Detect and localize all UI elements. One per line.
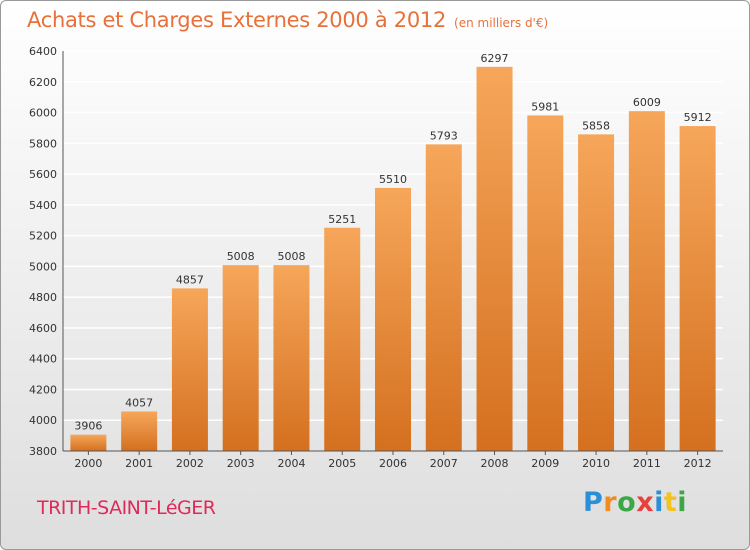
y-tick-label: 4200 [29,383,57,396]
bar-2011 [628,111,665,452]
x-tick-label-2002: 2002 [176,457,204,470]
x-tick-label-2009: 2009 [531,457,559,470]
place-name: TRITH-SAINT-LéGER [37,497,216,519]
logo-letter: r [603,487,618,518]
bar-2012 [679,126,716,452]
x-tick-label-2007: 2007 [430,457,458,470]
bar-2007 [425,144,462,451]
logo-letter: t [663,487,678,518]
x-tick-label-2012: 2012 [684,457,712,470]
chart-subtitle: (en milliers d'€) [454,16,549,30]
bar-2003 [222,265,259,451]
logo-letter: x [636,487,655,518]
value-label-2010: 5858 [582,119,610,132]
y-tick-label: 6400 [29,45,57,58]
axes: 3800 4000 4200 4400 4600 4800 5000 5200 5400 5600… [29,45,723,470]
value-label-2006: 5510 [379,173,407,186]
bar-2009 [527,115,564,451]
bar-2001 [121,411,158,451]
bar-2010 [578,134,615,451]
y-tick-label: 6000 [29,107,57,120]
bar-2005 [324,227,361,451]
value-label-2008: 6297 [481,52,509,65]
x-tick-label-2001: 2001 [125,457,153,470]
x-tick-label-2003: 2003 [227,457,255,470]
bar-2008 [476,66,513,451]
logo-letter: o [617,487,637,518]
value-label-2009: 5981 [531,100,559,113]
value-label-2003: 5008 [227,250,255,263]
chart-title-text: Achats et Charges Externes 2000 à 2012 [27,8,447,32]
bar-2000 [70,434,107,451]
value-label-2005: 5251 [328,213,356,226]
bars: 3906 4057 4857 5008 5008 5251 5510 5793 6297 5981… [70,52,716,452]
value-label-2002: 4857 [176,273,204,286]
logo-letter: P [583,487,604,518]
value-label-2001: 4057 [125,396,153,409]
y-tick-label: 6200 [29,76,57,89]
y-tick-label: 5000 [29,260,57,273]
value-label-2007: 5793 [430,129,458,142]
bar-2006 [375,187,411,451]
proxiti-logo[interactable]: Proxiti [583,487,687,518]
x-tick-label-2011: 2011 [633,457,661,470]
chart-title: Achats et Charges Externes 2000 à 2012 (e… [27,8,548,32]
x-tick-label-2010: 2010 [582,457,610,470]
y-tick-label: 5600 [29,168,57,181]
value-label-2004: 5008 [277,250,305,263]
x-tick-label-2006: 2006 [379,457,407,470]
y-tick-label: 5200 [29,230,57,243]
value-label-2011: 6009 [633,96,661,109]
y-tick-label: 4000 [29,414,57,427]
value-label-2012: 5912 [684,111,712,124]
logo-letter: i [654,487,664,518]
bar-2004 [273,265,310,451]
y-tick-label: 4600 [29,322,57,335]
x-tick-label-2008: 2008 [481,457,509,470]
value-label-2000: 3906 [74,420,102,433]
y-tick-label: 4400 [29,353,57,366]
x-tick-label-2000: 2000 [74,457,102,470]
x-tick-label-2005: 2005 [328,457,356,470]
y-tick-label: 3800 [29,445,57,458]
x-tick-label-2004: 2004 [277,457,305,470]
y-tick-label: 5400 [29,199,57,212]
y-tick-label: 5800 [29,137,57,150]
bar-2002 [171,288,208,451]
logo-letter: i [677,487,688,518]
y-tick-label: 4800 [29,291,57,304]
